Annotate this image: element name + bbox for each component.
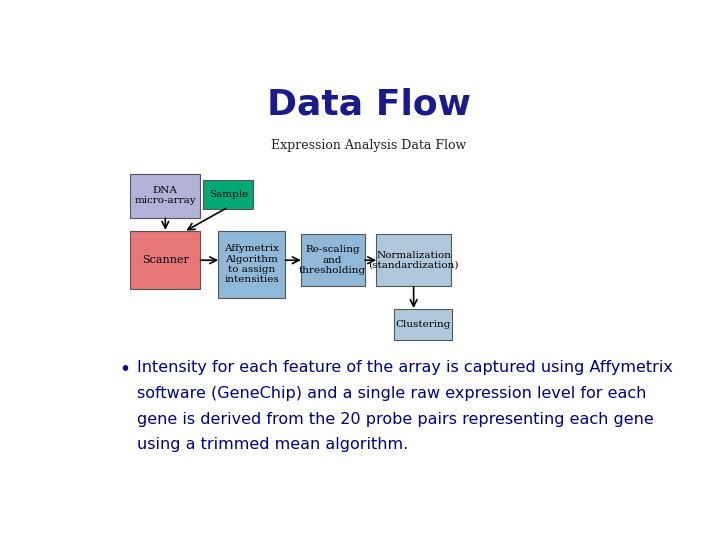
Text: Normalization
(standardization): Normalization (standardization)	[369, 251, 459, 270]
FancyBboxPatch shape	[376, 234, 451, 286]
FancyBboxPatch shape	[203, 180, 253, 209]
Text: using a trimmed mean algorithm.: using a trimmed mean algorithm.	[138, 437, 409, 453]
Text: Clustering: Clustering	[395, 320, 451, 329]
FancyBboxPatch shape	[130, 231, 200, 289]
FancyBboxPatch shape	[218, 231, 285, 298]
Text: Re-scaling
and
thresholding: Re-scaling and thresholding	[300, 245, 366, 275]
Text: Scanner: Scanner	[142, 255, 189, 265]
Text: gene is derived from the 20 probe pairs representing each gene: gene is derived from the 20 probe pairs …	[138, 411, 654, 427]
Text: Data Flow: Data Flow	[267, 87, 471, 122]
Text: Expression Analysis Data Flow: Expression Analysis Data Flow	[271, 139, 467, 152]
Text: Sample: Sample	[209, 190, 248, 199]
FancyBboxPatch shape	[130, 174, 200, 218]
Text: Affymetrix
Algorithm
to assign
intensities: Affymetrix Algorithm to assign intensiti…	[225, 244, 279, 285]
FancyBboxPatch shape	[394, 309, 452, 340]
FancyBboxPatch shape	[301, 234, 365, 286]
Text: Intensity for each feature of the array is captured using Affymetrix: Intensity for each feature of the array …	[138, 360, 673, 375]
Text: •: •	[119, 360, 130, 379]
Text: DNA
micro-array: DNA micro-array	[135, 186, 196, 206]
Text: software (GeneChip) and a single raw expression level for each: software (GeneChip) and a single raw exp…	[138, 386, 647, 401]
